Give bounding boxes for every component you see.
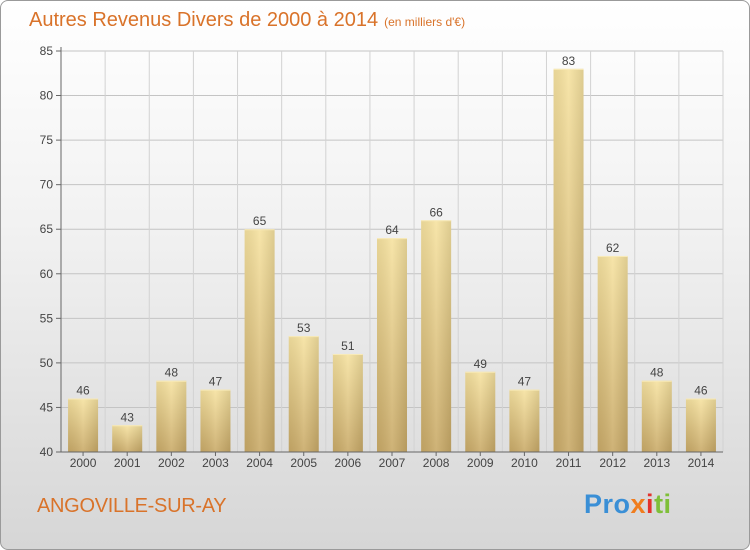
bar-value-label: 43 — [121, 410, 135, 424]
x-tick-label: 2006 — [335, 456, 362, 470]
x-tick-label: 2011 — [556, 456, 582, 470]
bars: 46 43 48 47 65 53 51 64 66 49 47 83 62 48 46 — [68, 54, 716, 453]
y-tick-label: 65 — [40, 222, 54, 236]
logo-part-3: i — [646, 489, 655, 519]
y-tick-label: 85 — [40, 44, 54, 58]
bar-shading — [200, 389, 231, 452]
x-tick-label: 2014 — [688, 456, 715, 470]
y-tick-label: 70 — [40, 178, 54, 192]
bar-value-label: 48 — [650, 366, 664, 380]
y-tick-label: 60 — [40, 267, 54, 281]
bar-shading — [553, 68, 584, 453]
bar-shading — [376, 238, 408, 452]
x-tick-label: 2012 — [599, 456, 626, 470]
logo-part-2: x — [630, 489, 647, 519]
x-tick-label: 2008 — [423, 456, 450, 470]
x-tick-label: 2010 — [511, 456, 538, 470]
y-tick-label: 55 — [40, 311, 54, 325]
x-tick-label: 2013 — [643, 456, 670, 470]
y-tick-label: 45 — [40, 400, 54, 414]
chart-unit: (en milliers d'€) — [384, 15, 466, 29]
y-tick-label: 80 — [40, 89, 54, 103]
bar-value-label: 64 — [385, 223, 399, 237]
bar-shading — [288, 336, 319, 452]
bar-shading — [685, 398, 716, 452]
x-tick-label: 2003 — [202, 456, 229, 470]
proxiti-logo: Proxiti — [584, 489, 672, 520]
x-tick-label: 2007 — [379, 456, 406, 470]
bar-value-label: 46 — [694, 384, 708, 398]
bar-shading — [641, 380, 672, 452]
x-tick-label: 2009 — [467, 456, 494, 470]
chart-title-text: Autres Revenus Divers de 2000 à 2014 — [29, 9, 379, 31]
x-tick-label: 2002 — [158, 456, 185, 470]
bar-value-label: 62 — [606, 241, 620, 255]
x-tick-label: 2004 — [246, 456, 273, 470]
bar-value-label: 48 — [165, 366, 179, 380]
y-tick-label: 50 — [40, 356, 54, 370]
place-name: ANGOVILLE-SUR-AY — [37, 495, 227, 517]
logo-part-4: ti — [654, 489, 672, 519]
chart-title: Autres Revenus Divers de 2000 à 2014 (en … — [29, 9, 465, 32]
x-tick-label: 2001 — [114, 456, 141, 470]
y-tick-label: 75 — [40, 133, 54, 147]
logo-part-1: Pro — [584, 489, 631, 519]
axes: 40 45 50 55 60 65 70 75 80 85 2000 2001 2002 2003 2004… — [40, 44, 723, 470]
bar-value-label: 47 — [209, 375, 223, 389]
bar-shading — [156, 380, 187, 452]
bar-shading — [509, 389, 540, 452]
bar-value-label: 66 — [429, 205, 443, 219]
bar-value-label: 83 — [562, 54, 576, 68]
bar-value-label: 49 — [474, 357, 488, 371]
bar-shading — [112, 425, 143, 452]
bar-shading — [465, 371, 496, 452]
bar-shading — [597, 255, 628, 452]
bar-value-label: 47 — [518, 375, 532, 389]
bar-shading — [68, 398, 99, 452]
bar-shading — [244, 229, 275, 452]
x-tick-label: 2005 — [290, 456, 317, 470]
bar-value-label: 65 — [253, 214, 267, 228]
bar-value-label: 46 — [76, 384, 90, 398]
x-tick-label: 2000 — [70, 456, 97, 470]
y-tick-label: 40 — [40, 445, 54, 459]
bar-value-label: 53 — [297, 321, 311, 335]
bar-value-label: 51 — [341, 339, 355, 353]
bar-shading — [332, 353, 363, 452]
bar-shading — [421, 220, 452, 452]
